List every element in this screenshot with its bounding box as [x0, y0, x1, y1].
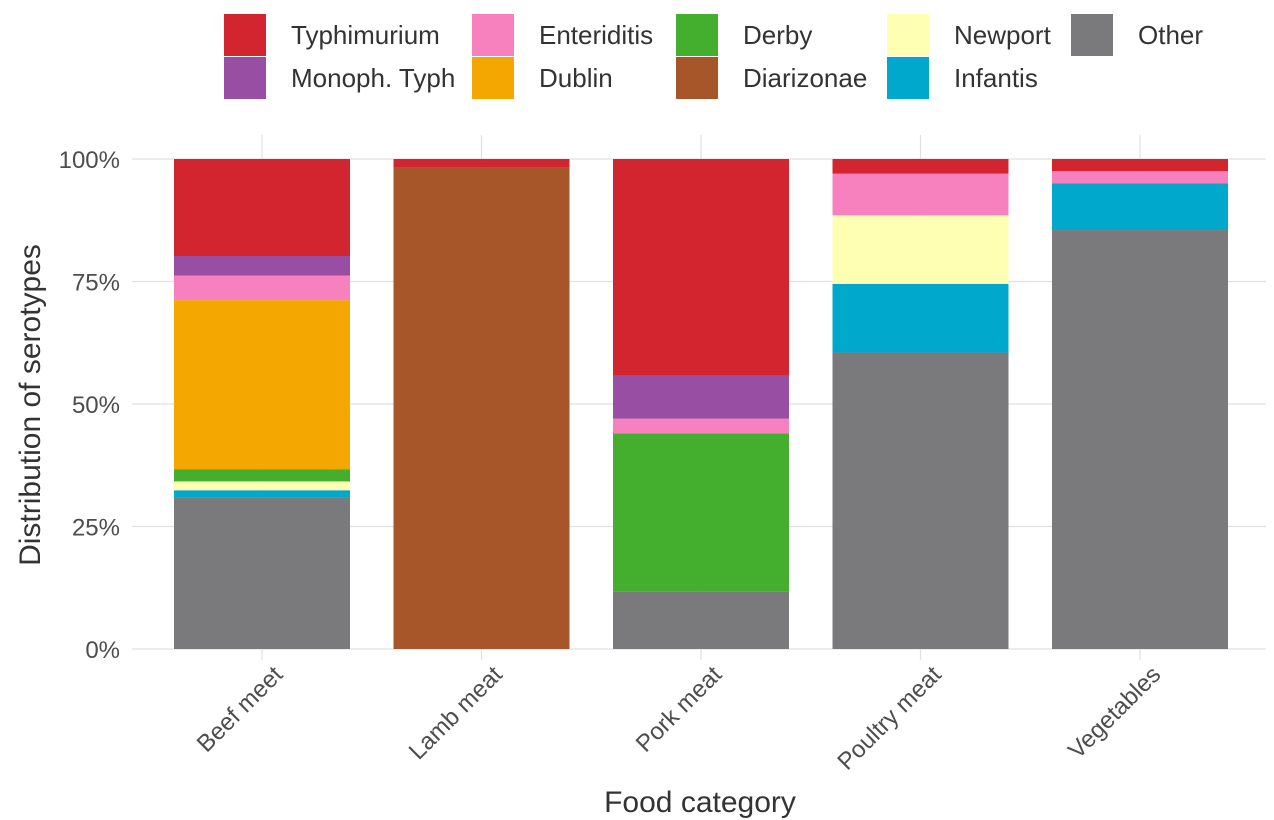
- bar-segment-other: [832, 352, 1009, 649]
- legend-item: Other: [1071, 14, 1203, 56]
- bar-segment-enteriditis: [613, 418, 789, 434]
- bar-segment-newport: [174, 481, 350, 491]
- y-tick-label: 0%: [85, 637, 120, 664]
- legend-item: Diarizonae: [676, 57, 867, 99]
- x-tick-label: Vegetables: [1063, 661, 1166, 764]
- legend-label: Typhimurium: [291, 20, 440, 50]
- x-axis-ticks: Beef meet Lamb meat Pork meat Poultry meat V…: [192, 661, 1166, 776]
- bars: [174, 159, 1228, 650]
- bar-segment-other: [613, 591, 789, 649]
- x-tick-label: Poultry meat: [832, 661, 947, 776]
- bar-segment-infantis: [832, 283, 1009, 353]
- bar-segment-enteriditis: [174, 275, 350, 301]
- bar-segment-monoph-typh: [613, 375, 789, 419]
- legend-swatch: [1071, 14, 1113, 56]
- y-axis-title: Distribution of serotypes: [14, 244, 47, 566]
- bar-segment-enteriditis: [1052, 171, 1228, 184]
- bar-segment-other: [174, 497, 350, 649]
- x-tick-label: Beef meet: [192, 661, 289, 758]
- bar-segment-other: [1052, 230, 1228, 650]
- bar-segment-dublin: [174, 300, 350, 470]
- x-tick-label: Lamb meat: [404, 661, 508, 765]
- bar-segment-typhimurium: [174, 159, 350, 257]
- legend-item: Infantis: [887, 57, 1038, 99]
- legend-swatch: [676, 57, 718, 99]
- legend-swatch: [224, 14, 266, 56]
- bar-segment-monoph-typh: [174, 256, 350, 276]
- legend-item: Derby: [676, 14, 812, 56]
- legend-label: Infantis: [954, 63, 1038, 93]
- legend: Typhimurium Monoph. Typh Enteriditis Dublin…: [224, 14, 1203, 99]
- legend-item: Typhimurium: [224, 14, 440, 56]
- legend-swatch: [224, 57, 266, 99]
- legend-item: Monoph. Typh: [224, 57, 455, 99]
- legend-label: Derby: [743, 20, 812, 50]
- legend-item: Enteriditis: [472, 14, 653, 56]
- bar-segment-diarizonae: [393, 167, 570, 649]
- bar-segment-derby: [174, 469, 350, 482]
- legend-swatch: [676, 14, 718, 56]
- legend-item: Newport: [887, 14, 1052, 56]
- legend-item: Dublin: [472, 57, 613, 99]
- bar-segment-newport: [832, 215, 1009, 284]
- legend-swatch: [887, 14, 929, 56]
- bar-segment-typhimurium: [613, 159, 789, 376]
- legend-label: Newport: [954, 20, 1052, 50]
- legend-label: Enteriditis: [539, 20, 653, 50]
- legend-label: Diarizonae: [743, 63, 867, 93]
- bar-segment-infantis: [1052, 183, 1228, 231]
- y-axis-ticks: 0% 25% 50% 75% 100%: [59, 147, 120, 664]
- y-tick-label: 75%: [72, 270, 120, 297]
- bar-segment-typhimurium: [1052, 159, 1228, 172]
- legend-swatch: [887, 57, 929, 99]
- bar-segment-enteriditis: [832, 173, 1009, 216]
- legend-swatch: [472, 14, 514, 56]
- y-tick-label: 100%: [59, 147, 120, 174]
- y-tick-label: 50%: [72, 392, 120, 419]
- bar-segment-typhimurium: [393, 159, 570, 168]
- legend-swatch: [472, 57, 514, 99]
- legend-label: Other: [1138, 20, 1203, 50]
- x-axis-title: Food category: [604, 786, 796, 819]
- x-tick-label: Pork meat: [631, 661, 728, 758]
- legend-label: Dublin: [539, 63, 613, 93]
- bar-segment-derby: [613, 433, 789, 592]
- y-tick-label: 25%: [72, 515, 120, 542]
- legend-label: Monoph. Typh: [291, 63, 455, 93]
- bar-segment-typhimurium: [832, 159, 1009, 174]
- bar-segment-infantis: [174, 490, 350, 498]
